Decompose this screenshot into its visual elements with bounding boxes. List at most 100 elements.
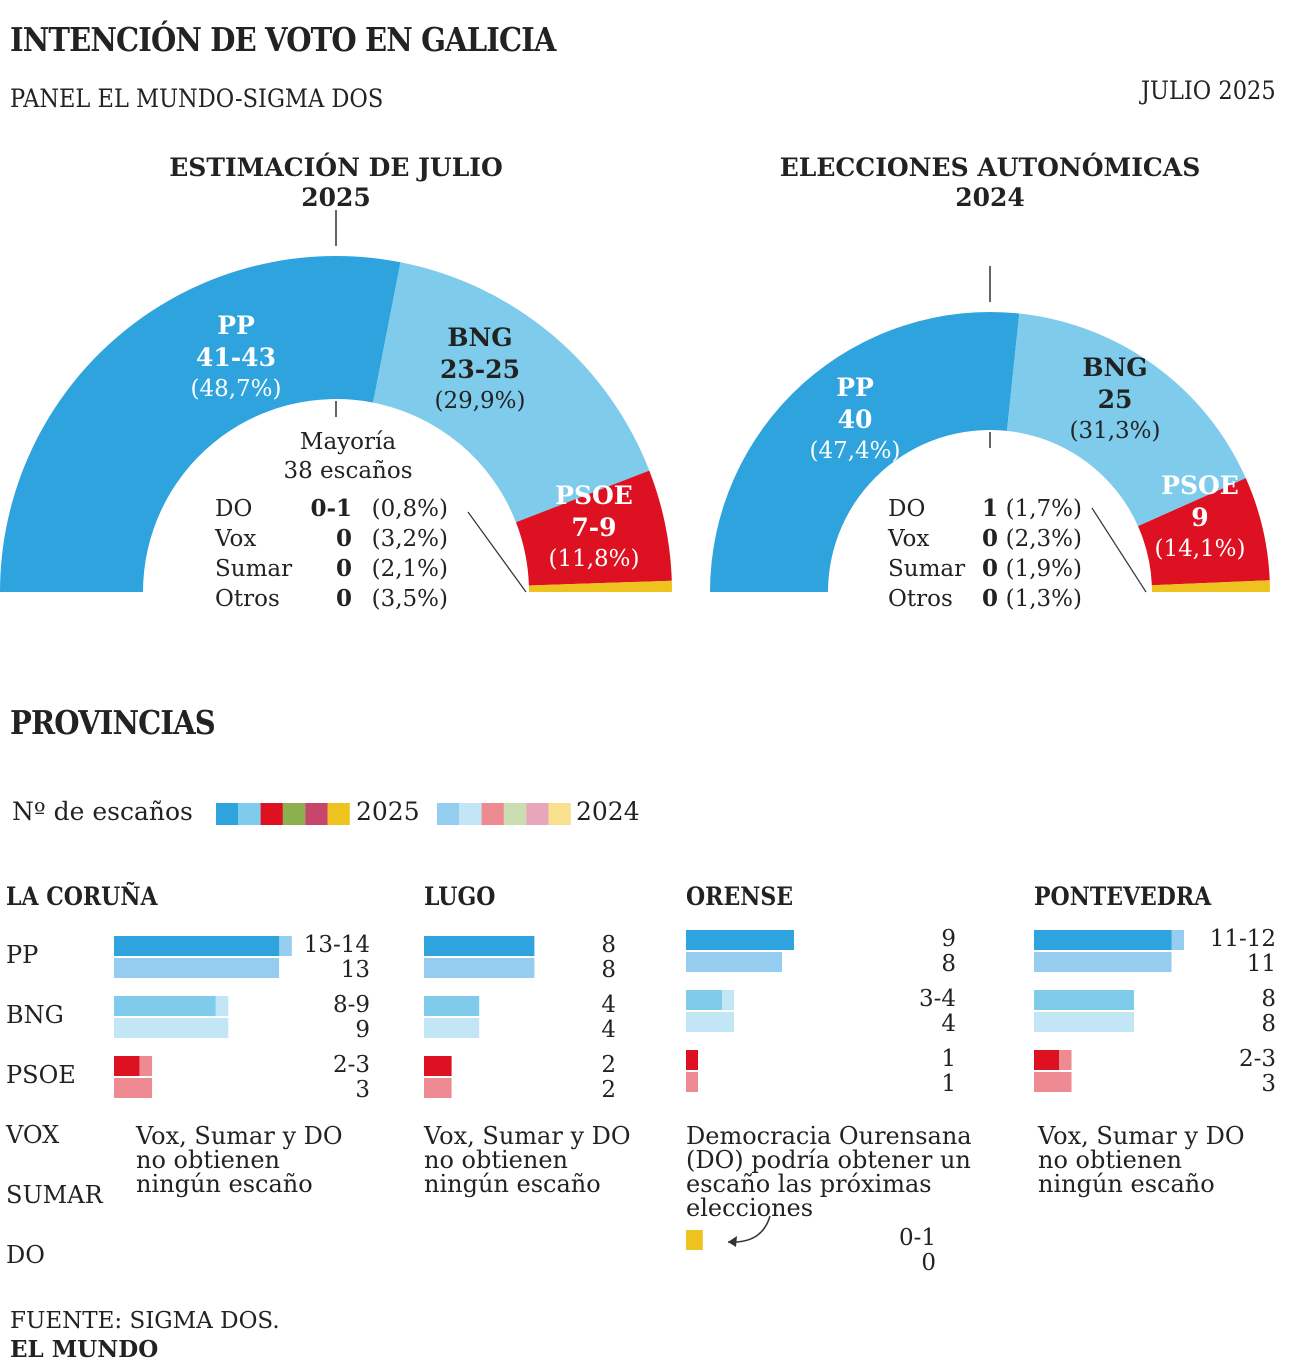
row-label-bng: BNG: [6, 1001, 64, 1029]
hemicycle-2024-pct-psoe: (14,1%): [1154, 536, 1245, 562]
value-2024-pp: 11: [1247, 951, 1276, 977]
legend-2025-swatch-sumar: [282, 803, 306, 825]
provinces-title: PROVINCIAS: [10, 703, 216, 742]
value-2024-pp: 13: [341, 957, 370, 983]
bar-2025-bng: [114, 996, 216, 1016]
others-2024-party: Otros: [888, 586, 953, 612]
hemicycle-2025-slice-bng: [373, 262, 650, 523]
bar-2024-bng: [686, 1012, 734, 1032]
value-2024-psoe: 2: [601, 1077, 616, 1103]
others-2024-pct: (1,3%): [1006, 586, 1082, 612]
value-2025-psoe: 2: [601, 1052, 616, 1078]
row-label-sumar: SUMAR: [6, 1181, 103, 1209]
row-label-pp: PP: [6, 941, 39, 969]
others-2024-seats: 0: [982, 585, 998, 612]
legend-2024-swatch-sumar: [503, 803, 527, 825]
value-2025-psoe: 2-3: [333, 1052, 370, 1078]
bar-2025-pp: [686, 930, 794, 950]
legend-2024-label: 2024: [576, 797, 640, 826]
hemicycle-2024-seats-pp: 40: [838, 405, 873, 434]
legend-2025-label: 2025: [356, 797, 420, 826]
source-note: FUENTE: SIGMA DOS.: [10, 1308, 280, 1334]
value-2025-pp: 11-12: [1210, 926, 1276, 952]
others-2025-pct: (2,1%): [372, 556, 448, 582]
hemicycle-2024-pct-pp: (47,4%): [809, 438, 900, 464]
hemicycle-2024-label-pp: PP: [836, 373, 874, 402]
others-2025-pct: (3,5%): [372, 586, 448, 612]
legend-2024-swatch-bng: [459, 803, 482, 825]
others-2025-pct: (3,2%): [372, 526, 448, 552]
value-2025-bng: 3-4: [919, 986, 956, 1012]
bar-2025-pp: [1034, 930, 1172, 950]
others-2024-seats: 0: [982, 555, 998, 582]
legend-2024-swatch-psoe: [481, 803, 504, 825]
bar-2025-bng: [424, 996, 480, 1016]
province-name-lugo: LUGO: [424, 882, 496, 911]
hemicycle-2024-slice-do: [1151, 580, 1270, 592]
value-2025-pp: 13-14: [304, 932, 370, 958]
others-2025-party: Vox: [214, 526, 256, 552]
hemicycle-2025-pct-bng: (29,9%): [434, 388, 525, 414]
note-coruna: Vox, Sumar y DO no obtienen ningún escañ…: [136, 1122, 343, 1198]
brand-name: EL MUNDO: [10, 1336, 159, 1363]
value-2024-do: 0: [921, 1250, 936, 1276]
value-2025-bng: 8-9: [333, 992, 370, 1018]
others-2025-seats: 0: [336, 555, 352, 582]
bar-2025-do: [686, 1230, 703, 1250]
bar-2025-bng: [686, 990, 722, 1010]
hemicycle-2025-label-pp: PP: [217, 311, 255, 340]
others-2024-party: DO: [888, 496, 925, 522]
bar-2024-psoe: [686, 1072, 698, 1092]
hemicycle-2025-seats-pp: 41-43: [196, 343, 276, 372]
majority-label: Mayoría: [300, 429, 396, 455]
page-title: INTENCIÓN DE VOTO EN GALICIA: [10, 20, 556, 59]
legend-2025-swatch-bng: [238, 803, 261, 825]
province-bars: 13-14138-992-33884422983-44110-1011-1211…: [114, 926, 1276, 1276]
hemicycle-2025-slice-psoe: [515, 470, 672, 586]
note-pontevedra: Vox, Sumar y DO no obtienen ningún escañ…: [1038, 1122, 1245, 1198]
note-orense: Democracia Ourensana (DO) podría obtener…: [686, 1122, 972, 1222]
others-2025-seats: 0: [336, 525, 352, 552]
legend-label: Nº de escaños: [12, 797, 193, 826]
bar-2024-pp: [424, 958, 535, 978]
value-2025-bng: 4: [601, 992, 616, 1018]
bar-2025-psoe: [1034, 1050, 1059, 1070]
hemicycle-charts: PP 41-43 (48,7%) BNG 23-25 (29,9%) PSOE 7-9 (11,…: [0, 153, 1270, 612]
page-subtitle: PANEL EL MUNDO-SIGMA DOS: [10, 84, 384, 113]
hemicycle-2024-slice-psoe: [1137, 478, 1270, 586]
bar-2024-bng: [114, 1018, 229, 1038]
province-name-coruna: LA CORUÑA: [6, 882, 158, 911]
others-2025-party: Otros: [215, 586, 280, 612]
bar-2024-bng: [424, 1018, 480, 1038]
legend-2025-swatch-vox: [305, 803, 328, 825]
legend-2025-swatch-pp: [216, 803, 239, 825]
row-label-psoe: PSOE: [6, 1061, 76, 1089]
value-2024-bng: 4: [941, 1011, 956, 1037]
hemicycle-2024-slice-bng: [1006, 313, 1246, 527]
bar-2024-pp: [114, 958, 280, 978]
hemicycle-2025-do-leader-line: [467, 511, 527, 593]
value-2025-pp: 8: [601, 932, 616, 958]
bar-2025-psoe: [686, 1050, 698, 1070]
hemicycle-2025-label-psoe: PSOE: [555, 481, 633, 510]
value-2025-psoe: 1: [941, 1046, 956, 1072]
others-2024-pct: (1,7%): [1006, 496, 1082, 522]
hemicycle-2025-slice-pp: [0, 256, 401, 592]
province-name-pontevedra: PONTEVEDRA: [1034, 882, 1212, 911]
value-2024-bng: 4: [601, 1017, 616, 1043]
province-name-orense: ORENSE: [686, 882, 793, 911]
bar-2025-bng: [1034, 990, 1134, 1010]
hemicycle-2024-label-psoe: PSOE: [1161, 471, 1239, 500]
others-2024-seats: 1: [982, 495, 998, 522]
bar-2024-pp: [1034, 952, 1172, 972]
hemicycle-2024-year: 2024: [955, 183, 1025, 212]
value-2025-do: 0-1: [899, 1225, 936, 1251]
others-2024-seats: 0: [982, 525, 998, 552]
hemicycle-2025-slice-do: [528, 580, 672, 592]
hemicycle-2024-label-bng: BNG: [1082, 353, 1147, 382]
bar-2025-pp: [424, 936, 535, 956]
hemicycle-2024-slice-pp: [710, 311, 1020, 592]
note-lugo: Vox, Sumar y DO no obtienen ningún escañ…: [424, 1122, 631, 1198]
hemicycle-2024-do-leader-line: [1091, 507, 1147, 593]
value-2024-psoe: 3: [355, 1077, 370, 1103]
